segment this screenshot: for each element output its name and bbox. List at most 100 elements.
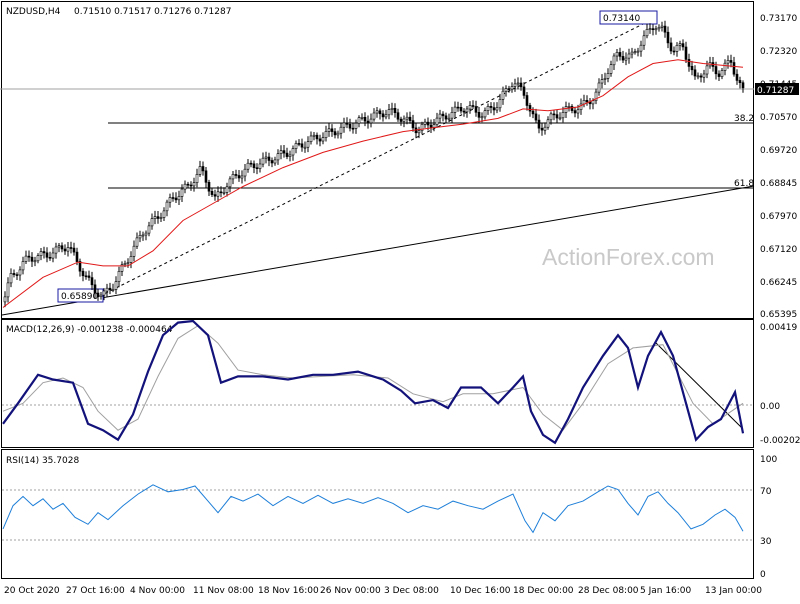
- candle-body: [129, 256, 133, 263]
- candle-body: [375, 110, 379, 114]
- price-tick-label: 0.67120: [760, 245, 797, 255]
- candle-body: [90, 277, 94, 286]
- candle-body: [549, 113, 553, 121]
- candle-body: [417, 130, 421, 134]
- candle-body: [258, 163, 262, 169]
- candle-body: [102, 290, 106, 296]
- candle-body: [81, 270, 85, 277]
- candle-body: [726, 60, 730, 64]
- candle-body: [138, 235, 142, 239]
- candle-body: [405, 116, 409, 120]
- candle-body: [12, 273, 16, 275]
- candle-body: [492, 107, 496, 111]
- candle-body: [255, 167, 259, 169]
- candle-body: [612, 55, 616, 66]
- candle-body: [45, 252, 49, 258]
- candle-body: [231, 174, 235, 180]
- candle-body: [9, 273, 13, 284]
- candle-body: [597, 82, 601, 93]
- candle-body: [24, 255, 28, 262]
- candle-body: [108, 287, 112, 291]
- candle-body: [543, 126, 547, 131]
- candle-body: [321, 137, 325, 142]
- candle-body: [561, 112, 565, 119]
- price-series: [3, 20, 745, 308]
- candle-body: [456, 106, 460, 109]
- candle-body: [546, 119, 550, 128]
- candle-body: [489, 106, 493, 108]
- candle-body: [180, 188, 184, 197]
- candle-body: [219, 191, 223, 194]
- candle-body: [117, 270, 121, 282]
- candle-body: [672, 50, 676, 53]
- candle-body: [642, 35, 646, 46]
- candle-body: [678, 43, 682, 46]
- price-axis: 0.73170 0.72320 0.71445 0.70570 0.69720 …: [760, 14, 797, 320]
- price-ohlc-label: 0.71510 0.71517 0.71276 0.71287: [74, 7, 231, 17]
- candle-body: [201, 166, 205, 172]
- candle-body: [471, 105, 475, 107]
- x-tick-label: 27 Oct 16:00: [66, 586, 125, 596]
- candle-body: [195, 174, 199, 183]
- candle-body: [690, 66, 694, 71]
- x-axis: 20 Oct 2020 27 Oct 16:00 4 Nov 00:00 11 …: [4, 586, 762, 596]
- swing-low-label: 0.65890: [61, 292, 98, 302]
- candle-body: [207, 182, 211, 192]
- swing-high-box: [599, 10, 658, 25]
- candle-body: [630, 51, 634, 55]
- candle-body: [381, 113, 385, 118]
- swing-high-label: 0.73140: [603, 14, 640, 24]
- candle-body: [558, 117, 562, 120]
- x-tick-label: 4 Nov 00:00: [130, 586, 185, 596]
- candle-body: [732, 62, 736, 75]
- candle-body: [225, 186, 229, 193]
- candle-body: [741, 82, 745, 89]
- candle-body: [252, 163, 256, 169]
- candle-body: [51, 252, 55, 259]
- candle-body: [114, 281, 118, 290]
- candle-body: [237, 175, 241, 179]
- candle-body: [222, 192, 226, 194]
- candle-body: [486, 106, 490, 112]
- candle-body: [621, 56, 625, 61]
- candle-body: [198, 166, 202, 175]
- candle-body: [372, 112, 376, 120]
- candle-body: [609, 64, 613, 74]
- candle-body: [144, 232, 148, 236]
- price-tick-label: 0.73170: [760, 14, 797, 24]
- candle-body: [267, 156, 271, 161]
- candle-body: [159, 217, 163, 219]
- rsi-tick-label: 70: [760, 487, 772, 497]
- candle-body: [384, 114, 388, 118]
- candle-body: [366, 120, 370, 124]
- candle-body: [276, 153, 280, 161]
- moving-average-series: [2, 59, 744, 308]
- x-tick-label: 3 Dec 08:00: [384, 586, 439, 596]
- candle-body: [183, 183, 187, 190]
- price-tick-label: 0.65395: [760, 310, 797, 320]
- candle-body: [579, 103, 583, 110]
- candle-body: [480, 116, 484, 119]
- candle-body: [600, 79, 604, 84]
- candle-body: [474, 106, 478, 113]
- candle-body: [150, 218, 154, 227]
- candle-body: [318, 138, 322, 142]
- candle-body: [567, 106, 571, 108]
- candle-body: [3, 296, 7, 303]
- candle-body: [186, 183, 190, 186]
- candle-body: [591, 100, 595, 105]
- price-tick-label: 0.66245: [760, 278, 797, 288]
- candle-body: [675, 44, 679, 52]
- candle-body: [279, 150, 283, 154]
- candle-body: [234, 174, 238, 176]
- candle-body: [312, 134, 316, 137]
- candle-body: [72, 247, 76, 253]
- candle-body: [309, 135, 313, 142]
- price-tick-label: 0.70570: [760, 113, 797, 123]
- candle-body: [570, 106, 574, 111]
- candle-body: [300, 143, 304, 148]
- candle-body: [537, 119, 541, 129]
- candle-body: [462, 110, 466, 113]
- price-tick-label: 0.67970: [760, 212, 797, 222]
